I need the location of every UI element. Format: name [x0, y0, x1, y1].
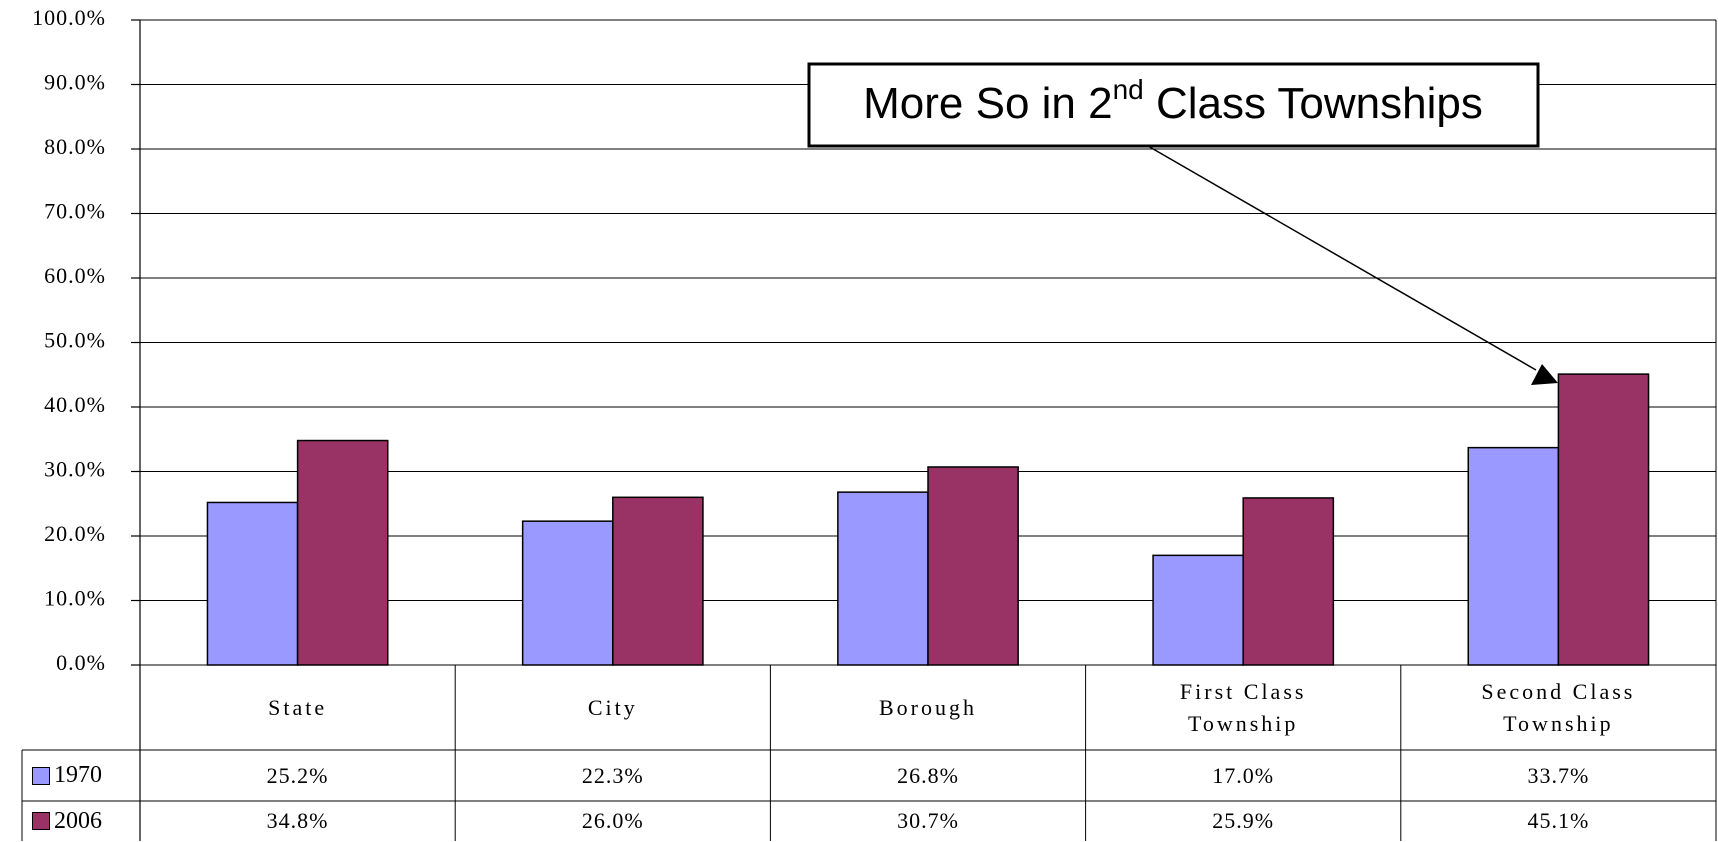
data-label: 33.7% [1527, 762, 1590, 788]
y-tick-label: 0.0% [56, 650, 106, 675]
y-tick-label: 10.0% [44, 586, 106, 611]
y-tick-label: 50.0% [44, 328, 106, 353]
bar [1467, 446, 1560, 666]
legend-entry: 2006 [22, 801, 140, 841]
bar [612, 496, 704, 666]
data-label: 17.0% [1212, 762, 1275, 788]
bar [1152, 554, 1244, 666]
legend-swatch [32, 766, 50, 785]
y-tick-label: 100.0% [32, 5, 106, 30]
y-tick-label: 60.0% [44, 263, 106, 288]
y-tick-label: 90.0% [44, 70, 106, 95]
annotation-sup: nd [1113, 74, 1144, 105]
arrow-head [1531, 364, 1558, 385]
bar [837, 491, 929, 666]
x-tick-label: Borough [878, 694, 977, 720]
data-label: 22.3% [581, 762, 644, 788]
legend-entry: 1970 [22, 750, 140, 801]
annotation-part: Class Townships [1144, 79, 1483, 128]
y-tick-label: 40.0% [44, 392, 106, 417]
data-label: 26.0% [581, 808, 644, 834]
data-label: 30.7% [897, 808, 959, 834]
bar [521, 520, 614, 666]
bar [296, 439, 389, 666]
legend-label: 2006 [54, 807, 102, 834]
data-label: 34.8% [266, 808, 329, 834]
x-tick-label: State [268, 694, 328, 720]
data-label: 25.9% [1212, 808, 1275, 834]
y-tick-label: 70.0% [44, 199, 106, 224]
annotation: More So in 2nd Class Townships [863, 74, 1483, 127]
bar [206, 501, 299, 666]
legend-swatch [32, 812, 50, 830]
legend-label: 1970 [54, 762, 102, 788]
annotation-arrow [1147, 145, 1537, 371]
data-label: 26.8% [897, 762, 959, 788]
annotation-part: More So in 2 [863, 79, 1112, 128]
y-tick-label: 20.0% [44, 521, 106, 546]
y-tick-label: 30.0% [44, 457, 106, 482]
bar [927, 466, 1019, 666]
x-tick-label: Second Class Township [1481, 678, 1636, 736]
bar [1242, 497, 1335, 666]
annotation-box [807, 62, 1540, 148]
bar [1557, 373, 1650, 666]
x-tick-label: First Class Township [1179, 678, 1307, 736]
x-tick-label: City [587, 694, 638, 720]
y-tick-label: 80.0% [44, 134, 106, 159]
data-label: 25.2% [266, 762, 329, 788]
data-label: 45.1% [1527, 808, 1590, 834]
